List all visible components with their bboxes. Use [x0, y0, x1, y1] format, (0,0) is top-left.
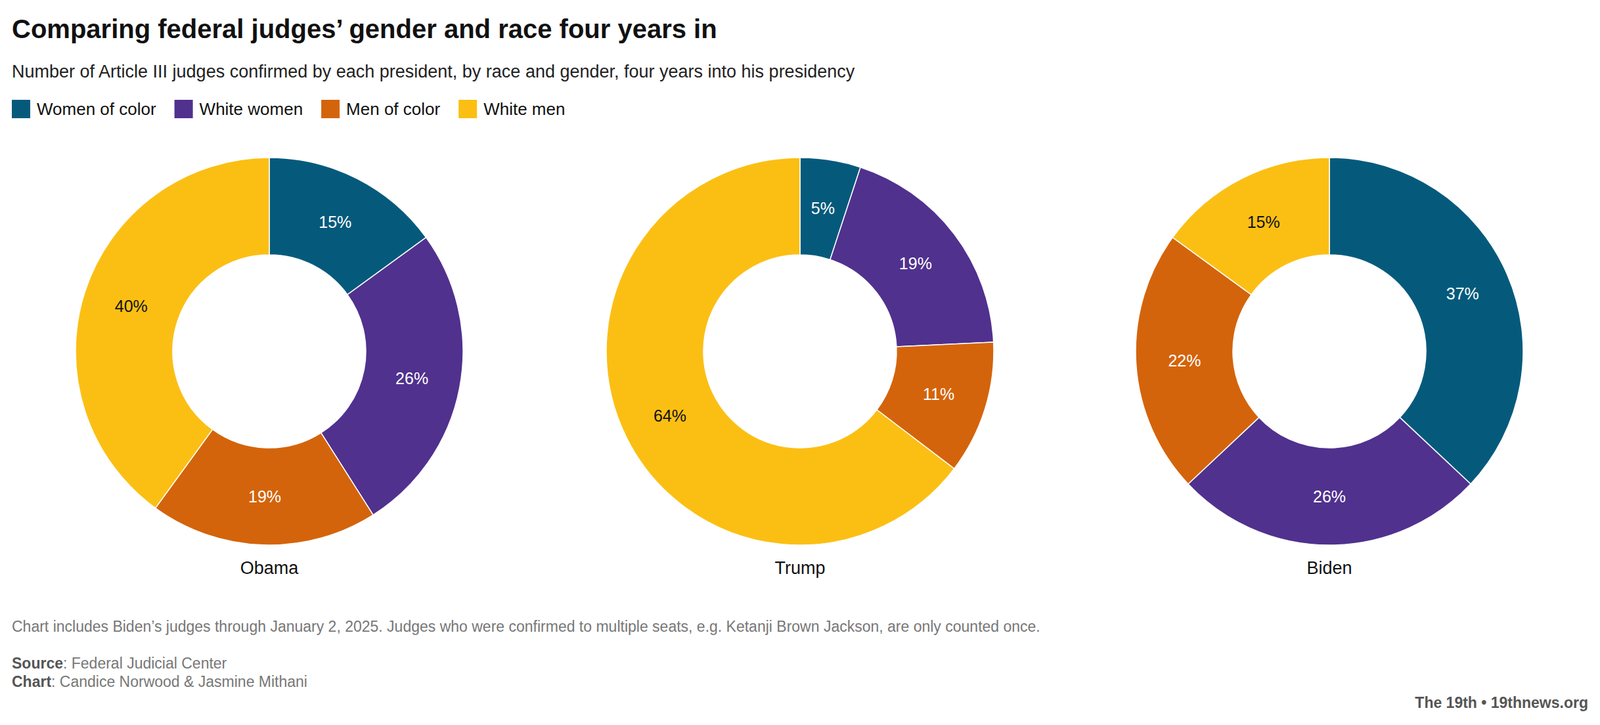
legend-swatch: [11, 99, 31, 119]
data-label: 22%: [1167, 351, 1201, 370]
brand: The 19th • 19thnews.org: [1414, 694, 1589, 712]
legend: Women of color White women Men of color Whi…: [11, 99, 565, 119]
data-label: 15%: [318, 212, 352, 232]
chart-title: Trump: [774, 558, 825, 578]
slice: [830, 167, 994, 347]
donut: 37% 26% 22% 15%: [1135, 157, 1524, 546]
donut: 15% 26% 19% 40%: [75, 157, 464, 546]
slice: [1329, 157, 1524, 485]
source: Source: Federal Judicial Center: [11, 654, 228, 672]
data-label: 64%: [653, 406, 687, 425]
note: Chart includes Biden’s judges through Ja…: [11, 618, 1041, 636]
legend-label: Women of color: [36, 99, 157, 119]
legend-label: White women: [199, 99, 304, 119]
data-label: 11%: [922, 384, 955, 404]
data-label: 19%: [248, 487, 282, 506]
data-label: 26%: [395, 369, 429, 388]
subtitle: Number of Article III judges confirmed b…: [11, 61, 856, 82]
legend-swatch: [174, 99, 194, 119]
legend-swatch: [321, 99, 340, 119]
data-label: 19%: [899, 254, 933, 273]
chart-title: Obama: [240, 558, 300, 578]
canvas: Comparing federal judges’ gender and rac…: [0, 0, 1600, 725]
data-label: 26%: [1312, 487, 1346, 506]
source-label: Source: [11, 654, 64, 672]
legend-swatch: [458, 99, 477, 119]
credit-text: : Candice Norwood & Jasmine Mithani: [51, 673, 308, 691]
data-label: 15%: [1247, 212, 1281, 232]
slice: [75, 157, 270, 509]
slice: [606, 157, 955, 546]
credit-label: Chart: [11, 673, 52, 691]
data-label: 37%: [1446, 284, 1480, 303]
legend-label: White men: [483, 99, 565, 119]
source-text: : Federal Judicial Center: [63, 654, 228, 672]
data-label: 40%: [114, 296, 148, 316]
chart-title: Biden: [1306, 558, 1352, 578]
title: Comparing federal judges’ gender and rac…: [11, 14, 718, 44]
slice: [1172, 157, 1330, 295]
credit: Chart: Candice Norwood & Jasmine Mithani: [11, 673, 308, 691]
donut: 5% 19% 11% 64%: [606, 157, 994, 546]
data-label: 5%: [811, 199, 835, 218]
legend-label: Men of color: [346, 99, 441, 119]
